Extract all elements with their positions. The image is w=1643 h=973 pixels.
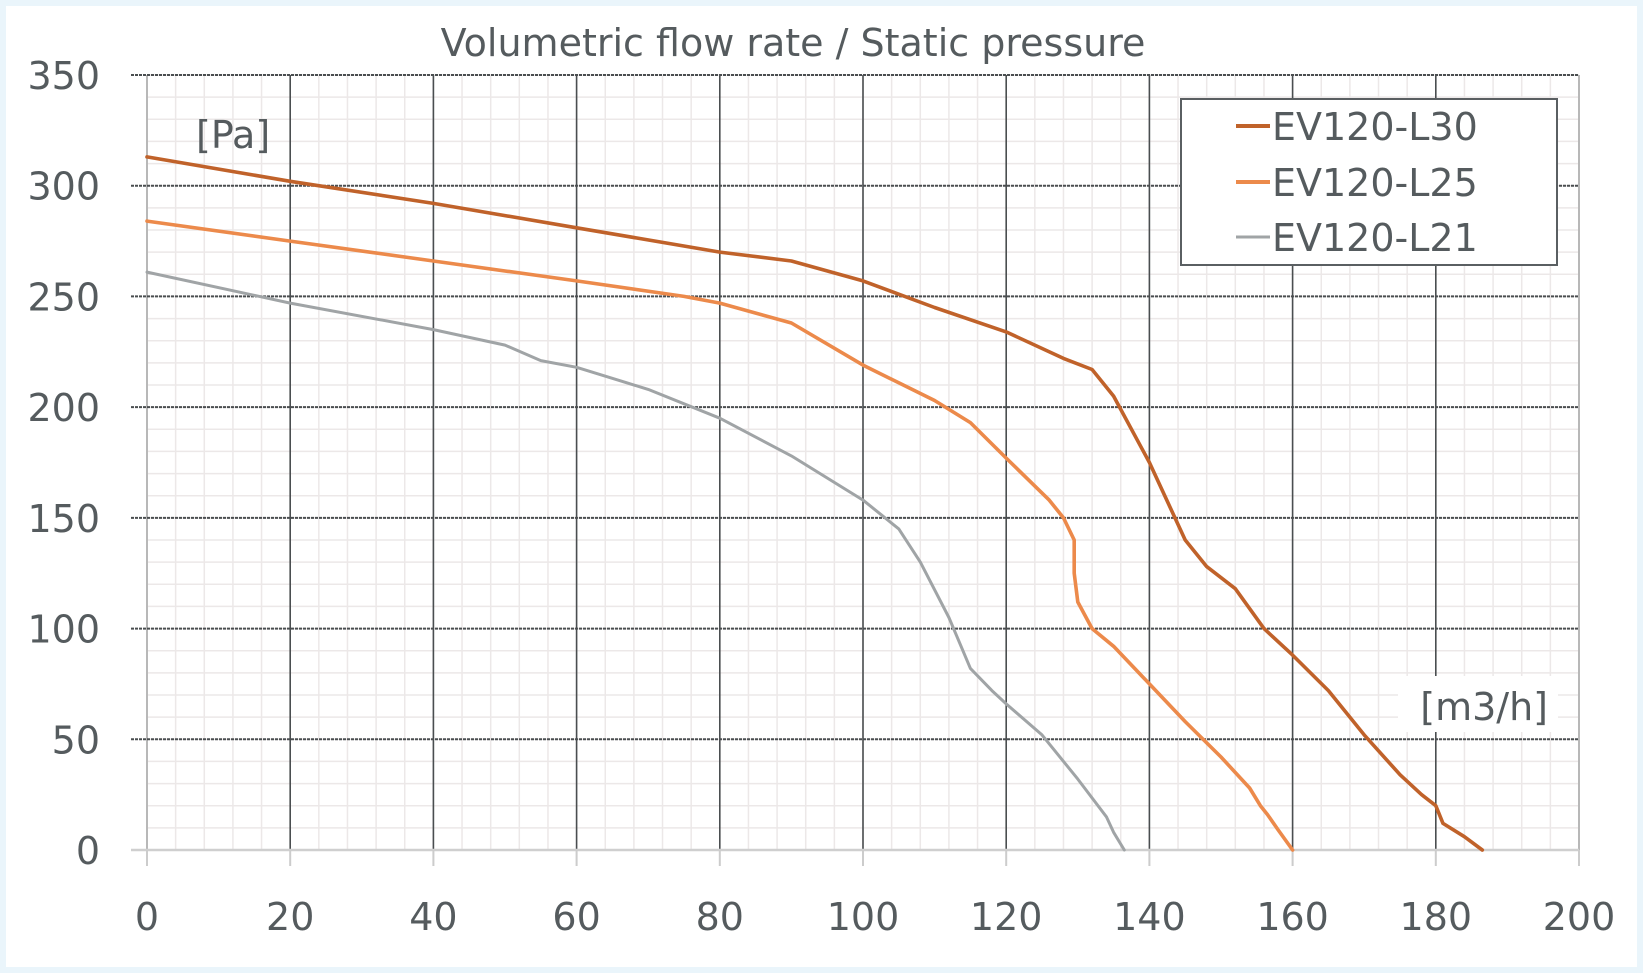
y-axis-label: [Pa] bbox=[196, 113, 270, 157]
legend-label: EV120-L25 bbox=[1272, 161, 1478, 205]
series-lines bbox=[145, 155, 1485, 852]
y-tick-label: 0 bbox=[76, 829, 100, 873]
y-tick-label: 100 bbox=[27, 608, 100, 652]
series-line-ev120-l25 bbox=[145, 219, 1295, 852]
series-line-ev120-l30 bbox=[145, 155, 1485, 852]
y-axis: 0 50 100 150 200 250 300 350 bbox=[27, 54, 100, 873]
x-tick-label: 160 bbox=[1256, 895, 1329, 939]
x-tick-label: 60 bbox=[552, 895, 600, 939]
y-tick-label: 250 bbox=[27, 275, 100, 319]
x-tick-label: 80 bbox=[696, 895, 744, 939]
x-axis-label: [m3/h] bbox=[1420, 685, 1548, 729]
legend-item: EV120-L30 bbox=[1236, 105, 1478, 149]
x-axis: 0 20 40 60 80 100 120 140 160 180 200 bbox=[135, 850, 1615, 939]
legend-label: EV120-L21 bbox=[1272, 216, 1478, 260]
x-tick-label: 140 bbox=[1113, 895, 1186, 939]
x-tick-label: 0 bbox=[135, 895, 159, 939]
x-tick-label: 180 bbox=[1400, 895, 1473, 939]
x-tick-label: 200 bbox=[1543, 895, 1616, 939]
x-axis-label-box: [m3/h] bbox=[1398, 676, 1558, 732]
major-grid bbox=[131, 74, 1580, 852]
y-tick-label: 50 bbox=[52, 718, 100, 762]
x-tick-label: 20 bbox=[266, 895, 314, 939]
x-tick-label: 100 bbox=[827, 895, 900, 939]
y-tick-label: 350 bbox=[27, 54, 100, 98]
legend-item: EV120-L21 bbox=[1236, 216, 1478, 260]
y-tick-label: 200 bbox=[27, 386, 100, 430]
x-tick-label: 40 bbox=[409, 895, 457, 939]
legend-label: EV120-L30 bbox=[1272, 105, 1478, 149]
y-tick-label: 150 bbox=[27, 497, 100, 541]
legend-item: EV120-L25 bbox=[1236, 161, 1478, 205]
chart-title: Volumetric flow rate / Static pressure bbox=[441, 21, 1146, 65]
series-line-ev120-l21 bbox=[145, 270, 1126, 852]
legend: EV120-L30 EV120-L25 EV120-L21 bbox=[1180, 98, 1558, 266]
y-tick-label: 300 bbox=[27, 165, 100, 209]
x-tick-label: 120 bbox=[970, 895, 1043, 939]
